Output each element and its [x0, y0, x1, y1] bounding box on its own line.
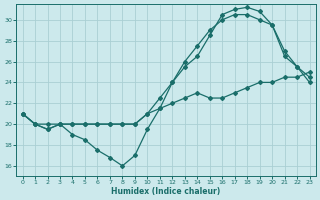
X-axis label: Humidex (Indice chaleur): Humidex (Indice chaleur) [111, 187, 221, 196]
